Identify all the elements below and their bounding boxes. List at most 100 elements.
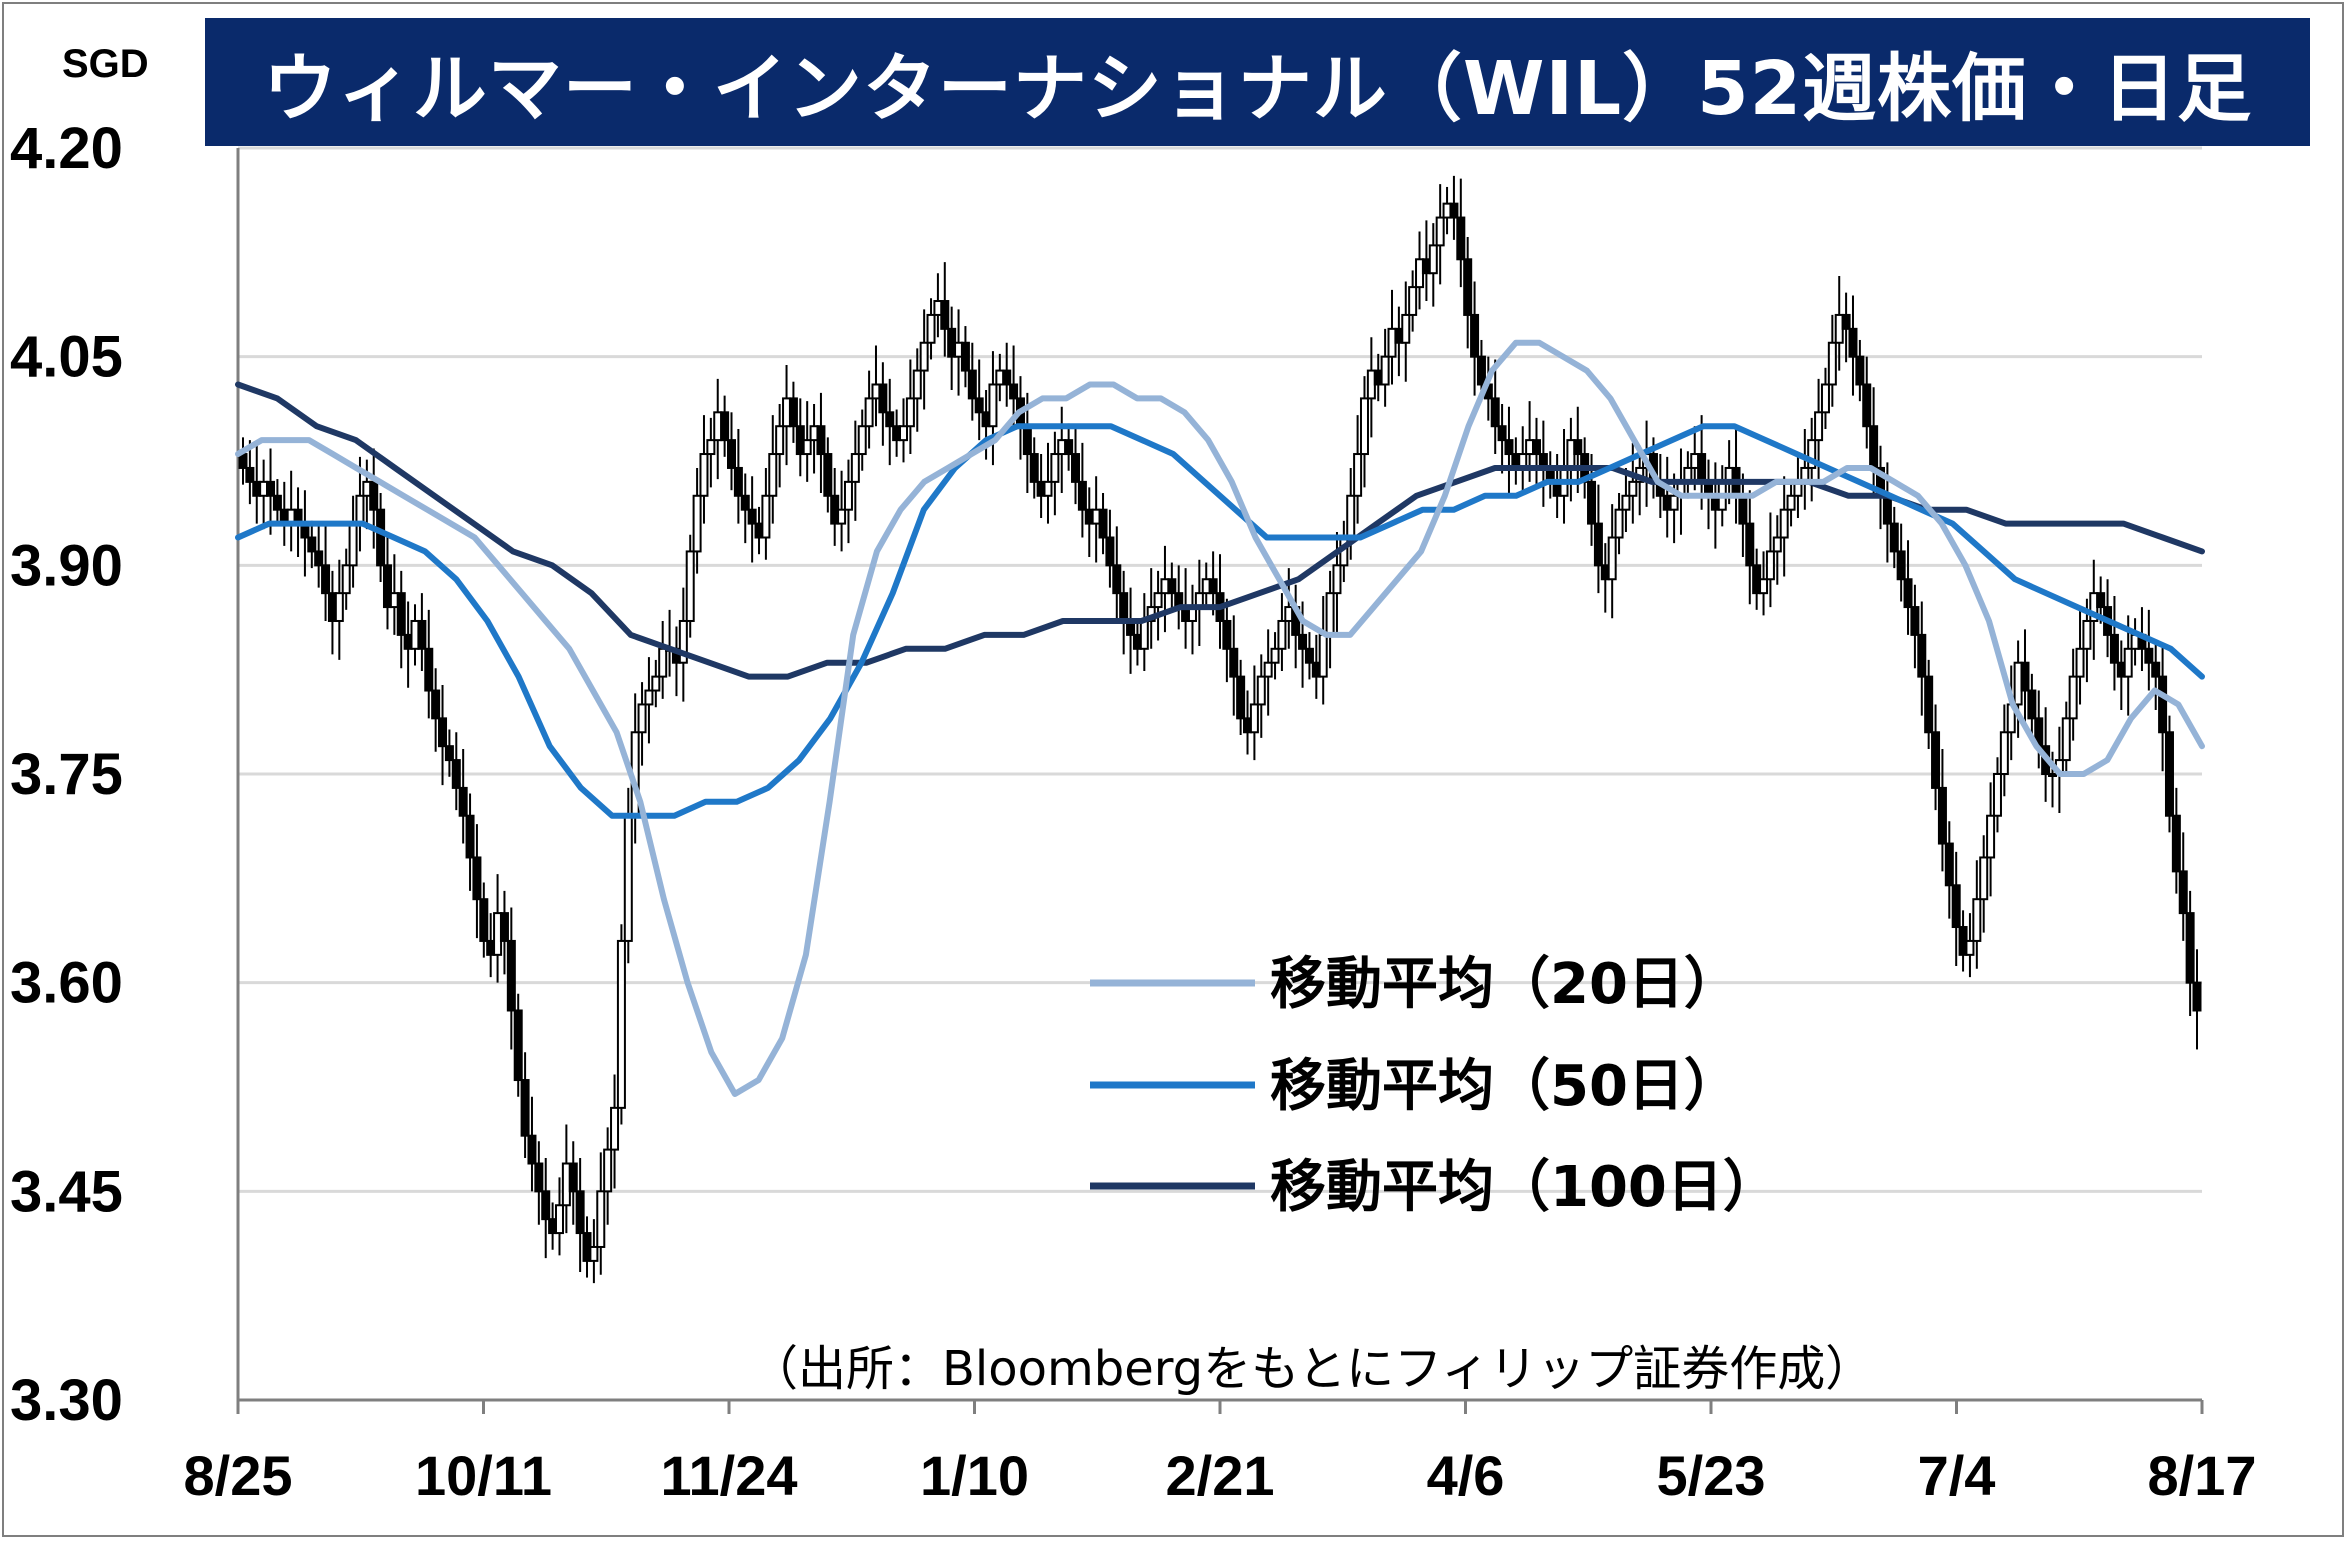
x-tick-label: 2/21 <box>1166 1444 1275 1507</box>
candle-down <box>2185 912 2195 984</box>
candle-down <box>823 453 833 497</box>
candle-down <box>1112 564 1122 595</box>
candle-down <box>431 689 441 720</box>
candle-up <box>1786 494 1796 511</box>
candle-down <box>314 550 324 567</box>
candle-down <box>1208 578 1218 595</box>
legend: 移動平均（20日） 移動平均（50日） 移動平均（100日） <box>1090 952 1779 1220</box>
candle-down <box>2109 633 2119 664</box>
candle-down <box>1504 439 1514 456</box>
candle-up <box>837 508 847 525</box>
candle-down <box>747 508 757 525</box>
candle-down <box>816 425 826 456</box>
candle-up <box>850 453 860 483</box>
candle-up <box>651 675 661 692</box>
candle-up <box>1772 536 1782 553</box>
candle-up <box>692 494 702 553</box>
candle-down <box>534 1162 544 1193</box>
candle-down <box>2158 675 2168 734</box>
candle-up <box>355 494 365 525</box>
candle-down <box>1167 578 1177 595</box>
candle-up <box>1614 508 1624 539</box>
candle-down <box>1029 453 1039 483</box>
candle-down <box>499 912 509 942</box>
candle-down <box>1924 675 1934 734</box>
candle-up <box>348 522 358 567</box>
candle-down <box>1917 633 1927 678</box>
candle-down <box>1951 884 1961 929</box>
candle-up <box>2061 717 2071 762</box>
legend-label-ma100: 移動平均（100日） <box>1270 1155 1779 1220</box>
candle-down <box>727 439 736 469</box>
candle-up <box>802 439 812 456</box>
candle-up <box>1807 439 1817 469</box>
candle-up <box>1270 647 1280 664</box>
candle-up <box>926 313 936 344</box>
candle-down <box>472 856 482 901</box>
candle-up <box>1999 731 2009 775</box>
candle-up <box>706 439 716 456</box>
legend-label-ma20: 移動平均（20日） <box>1270 952 1740 1017</box>
candle-down <box>885 411 895 428</box>
legend-label-ma50: 移動平均（50日） <box>1270 1054 1740 1119</box>
candle-up <box>685 550 695 622</box>
candle-up <box>864 397 874 428</box>
candle-down <box>1903 578 1913 609</box>
candle-up <box>1992 773 2002 817</box>
candle-down <box>1937 786 1947 845</box>
candle-up <box>1827 341 1837 386</box>
candle-down <box>417 619 427 650</box>
candle-down <box>1064 439 1074 456</box>
candle-up <box>699 453 709 497</box>
candle-down <box>1476 355 1486 386</box>
candle-up <box>1249 703 1259 734</box>
candle-up <box>637 703 647 734</box>
candle-up <box>857 425 867 456</box>
candle-down <box>1531 439 1541 456</box>
candle-down <box>1745 522 1755 567</box>
title-bar: ウィルマー・インターナショナル（WIL）52週株価・日足 <box>205 18 2310 146</box>
candle-down <box>1298 633 1308 650</box>
candle-down <box>1944 842 1954 887</box>
candle-up <box>1765 550 1775 581</box>
candle-up <box>1779 508 1789 539</box>
candle-up <box>1346 494 1356 539</box>
candle-down <box>506 939 516 1012</box>
candle-up <box>2082 619 2092 650</box>
candle-down <box>1848 327 1858 358</box>
candle-down <box>1022 425 1032 456</box>
candle-down <box>720 411 730 442</box>
candle-up <box>1359 397 1369 456</box>
candle-up <box>2123 647 2133 678</box>
candle-down <box>2178 870 2188 915</box>
candle-up <box>775 425 785 456</box>
candle-down <box>465 814 475 859</box>
y-tick-label: 3.30 <box>10 1368 123 1433</box>
candle-up <box>1263 661 1273 678</box>
candle-down <box>1119 592 1129 622</box>
candle-down <box>266 480 276 497</box>
candle-up <box>610 1106 620 1151</box>
candle-down <box>1573 439 1583 456</box>
candle-down <box>1071 453 1081 483</box>
candle-up <box>1428 244 1438 275</box>
candlesticks <box>238 175 2202 1284</box>
ma100-line <box>235 381 2205 680</box>
candle-down <box>960 341 970 372</box>
candle-down <box>321 564 331 595</box>
candle-up <box>1669 494 1679 511</box>
x-tick-label: 10/11 <box>415 1444 552 1507</box>
candle-down <box>1882 494 1892 525</box>
ma20-line <box>235 339 2205 1097</box>
candle-up <box>1139 619 1149 650</box>
source-note: （出所：Bloombergをもとにフィリップ証券作成） <box>750 1341 1873 1397</box>
candle-down <box>788 397 798 428</box>
candle-down <box>974 397 984 414</box>
candle-up <box>1256 675 1266 706</box>
candle-down <box>740 494 750 511</box>
candle-up <box>1814 411 1824 442</box>
candle-down <box>2164 731 2174 817</box>
y-tick-label: 4.20 <box>10 116 123 181</box>
candle-up <box>554 1204 564 1235</box>
candle-down <box>2020 661 2030 692</box>
